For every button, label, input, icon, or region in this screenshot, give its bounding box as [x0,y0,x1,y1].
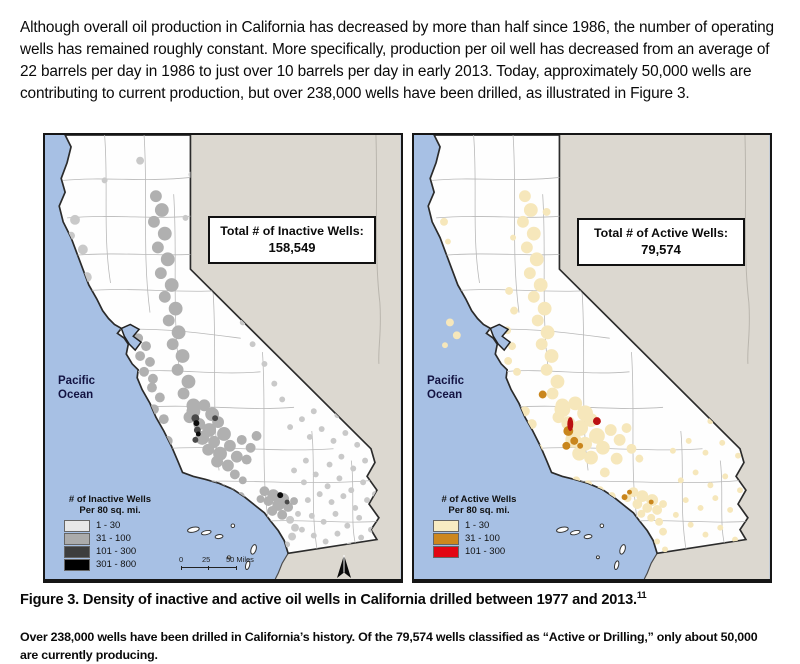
legend-item-label: 301 - 800 [96,559,137,570]
scale-bar: 0 25 50 Miles [179,555,261,571]
ocean-label-line1: Pacific [427,375,465,387]
figure-caption-text: Figure 3. Density of inactive and active… [20,591,637,608]
legend-swatch [64,545,90,558]
legend-item: 101 - 300 [64,545,162,558]
pacific-ocean-label: Pacific Ocean [58,374,95,402]
figure-caption-footnote-ref: 11 [636,590,647,601]
intro-paragraph: Although overall oil production in Calif… [20,19,774,103]
legend-item: 1 - 30 [64,519,162,532]
north-arrow-icon [334,554,354,580]
legend-rows: 1 - 30 31 - 100 101 - 300 301 - 800 [64,519,162,571]
legend-item-label: 101 - 300 [96,546,137,557]
legend-item: 31 - 100 [433,532,531,545]
figure-caption: Figure 3. Density of inactive and active… [20,590,647,608]
legend-item: 301 - 800 [64,558,162,571]
scale-label-25: 25 [202,555,211,564]
legend-title: # of Inactive Wells Per 80 sq. mi. [58,494,162,516]
legend-swatch [64,532,90,545]
scale-bar-rule [181,566,237,570]
legend-title-line1: # of Active Wells [441,494,517,505]
legend-rows: 1 - 30 31 - 100 101 - 300 [433,519,531,558]
pacific-ocean-label: Pacific Ocean [427,374,464,402]
active-total-box: Total # of Active Wells: 79,574 [577,218,745,266]
legend-item: 101 - 300 [433,545,531,558]
inactive-total-value: 158,549 [268,240,316,255]
legend-item: 1 - 30 [433,519,531,532]
legend-item: 31 - 100 [64,532,162,545]
legend-item-label: 1 - 30 [96,520,121,531]
legend-title: # of Active Wells Per 80 sq. mi. [427,494,531,516]
figure-subcaption: Over 238,000 wells have been drilled in … [20,630,758,662]
ocean-label-line2: Ocean [427,389,463,401]
inactive-total-title: Total # of Inactive Wells: [220,224,364,238]
legend-swatch [64,558,90,571]
legend-title-line2: Per 80 sq. mi. [448,505,510,516]
inactive-wells-map-panel: Total # of Inactive Wells: 158,549 Pacif… [43,133,403,583]
ocean-label-line2: Ocean [58,389,94,401]
legend-item-label: 31 - 100 [96,533,131,544]
active-wells-map-panel: Total # of Active Wells: 79,574 Pacific … [412,133,772,583]
legend-title-line2: Per 80 sq. mi. [79,505,141,516]
ocean-label-line1: Pacific [58,375,96,387]
inactive-total-box: Total # of Inactive Wells: 158,549 [208,216,376,264]
scale-label-50-miles: 50 Miles [226,555,254,564]
legend-item-label: 101 - 300 [465,546,506,557]
inactive-legend: # of Inactive Wells Per 80 sq. mi. 1 - 3… [58,494,162,571]
legend-swatch [64,519,90,532]
active-total-value: 79,574 [641,242,681,257]
legend-title-line1: # of Inactive Wells [68,494,152,505]
legend-item-label: 31 - 100 [465,533,500,544]
active-total-title: Total # of Active Wells: [593,226,729,240]
active-legend: # of Active Wells Per 80 sq. mi. 1 - 30 3… [427,494,531,558]
scale-label-0: 0 [179,555,184,564]
legend-swatch [433,532,459,545]
legend-swatch [433,545,459,558]
legend-item-label: 1 - 30 [465,520,490,531]
legend-swatch [433,519,459,532]
